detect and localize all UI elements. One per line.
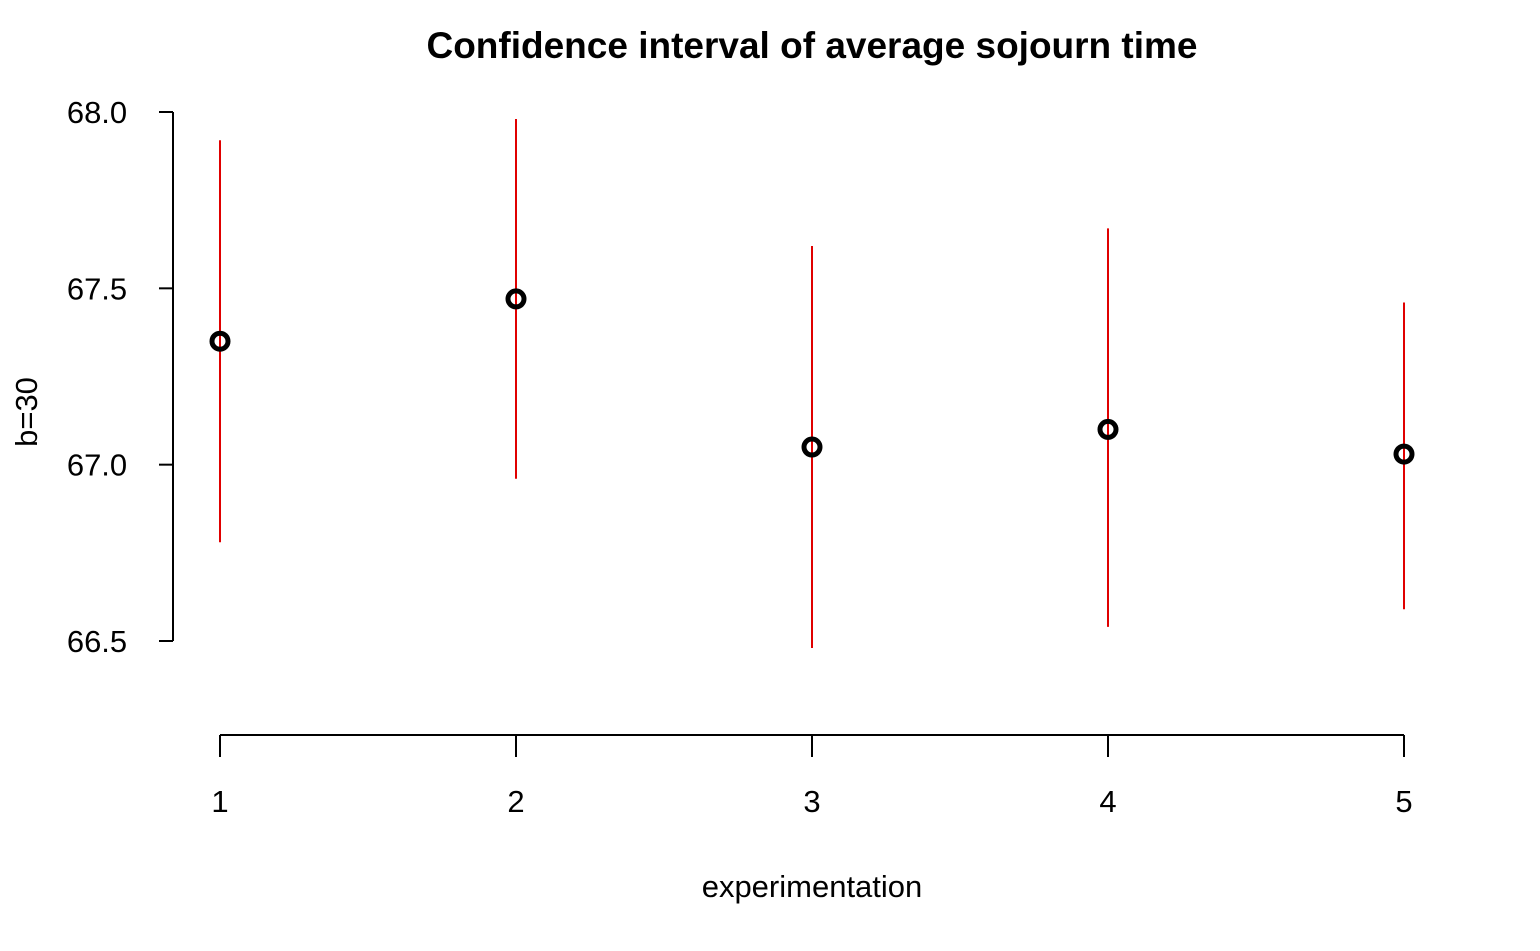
chart-title: Confidence interval of average sojourn t…: [426, 25, 1197, 66]
mean-points: [209, 288, 1415, 465]
mean-point: [1393, 443, 1415, 465]
x-tick-label: 4: [1099, 784, 1116, 819]
y-axis-label: b=30: [9, 377, 44, 447]
y-tick-label: 67.0: [67, 448, 127, 483]
y-axis: 66.5 67.0 67.5 68.0: [67, 95, 174, 659]
x-axis-label: experimentation: [702, 869, 923, 904]
x-tick-label: 1: [211, 784, 228, 819]
mean-point: [209, 330, 231, 352]
mean-point: [1097, 418, 1119, 440]
mean-point: [505, 288, 527, 310]
x-axis: 1 2 3 4 5: [211, 734, 1413, 819]
y-tick-label: 68.0: [67, 95, 127, 130]
x-tick-label: 2: [507, 784, 524, 819]
x-tick-label: 5: [1395, 784, 1412, 819]
x-tick-label: 3: [803, 784, 820, 819]
y-tick-label: 67.5: [67, 271, 127, 306]
mean-point: [801, 436, 823, 458]
y-tick-label: 66.5: [67, 624, 127, 659]
confidence-intervals: [219, 119, 1405, 649]
